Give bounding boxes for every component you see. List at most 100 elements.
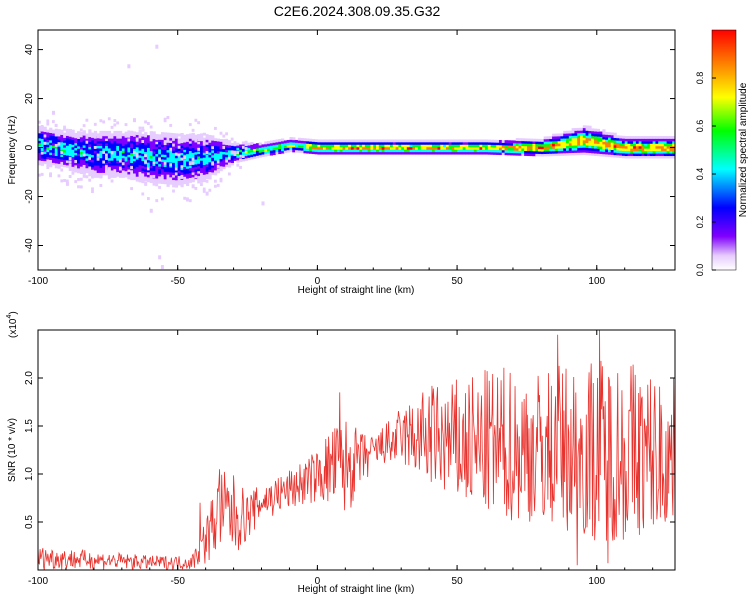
heatmap-cell bbox=[392, 149, 397, 153]
heatmap-noise-point bbox=[144, 181, 148, 186]
heatmap-cell bbox=[376, 144, 380, 148]
heatmap-cell bbox=[462, 149, 466, 153]
heatmap-cell bbox=[172, 155, 176, 158]
heatmap-cell bbox=[546, 151, 550, 154]
heatmap-cell bbox=[110, 148, 114, 151]
heatmap-cell bbox=[624, 145, 628, 149]
heatmap-cell bbox=[557, 135, 561, 139]
heatmap-cell bbox=[607, 134, 612, 138]
heatmap-cell bbox=[135, 149, 139, 153]
heatmap-cell bbox=[51, 155, 56, 158]
heatmap-cell bbox=[571, 150, 575, 153]
heatmap-cell bbox=[498, 142, 503, 146]
heatmap-cell bbox=[350, 141, 355, 145]
heatmap-cell bbox=[177, 170, 181, 174]
x-tick-label: -100 bbox=[28, 276, 48, 287]
heatmap-cell bbox=[194, 146, 198, 150]
heatmap-cell bbox=[563, 152, 567, 156]
heatmap-cell bbox=[328, 141, 332, 145]
heatmap-cell bbox=[88, 169, 92, 173]
heatmap-cell bbox=[593, 150, 598, 154]
heatmap-cell bbox=[443, 144, 447, 148]
heatmap-cell bbox=[532, 141, 536, 144]
heatmap-cell bbox=[46, 159, 50, 162]
heatmap-cell bbox=[253, 148, 257, 152]
heatmap-cell bbox=[99, 157, 103, 161]
heatmap-cell bbox=[96, 165, 100, 169]
heatmap-cell bbox=[378, 146, 383, 150]
heatmap-cell bbox=[498, 144, 503, 148]
heatmap-cell bbox=[574, 152, 578, 156]
heatmap-cell bbox=[183, 151, 187, 155]
heatmap-cell bbox=[130, 145, 134, 149]
heatmap-cell bbox=[130, 155, 134, 159]
heatmap-cell bbox=[65, 179, 69, 183]
heatmap-cell bbox=[160, 156, 165, 160]
heatmap-cell bbox=[627, 153, 631, 157]
heatmap-cell bbox=[638, 136, 642, 139]
heatmap-cell bbox=[317, 151, 321, 155]
heatmap-cell bbox=[524, 153, 528, 156]
heatmap-cell bbox=[498, 139, 503, 143]
heatmap-cell bbox=[183, 154, 187, 158]
heatmap-cell bbox=[515, 150, 519, 154]
x-tick-label: 50 bbox=[452, 576, 464, 587]
heatmap-cell bbox=[113, 145, 117, 149]
heatmap-cell bbox=[423, 146, 427, 150]
heatmap-cell bbox=[138, 162, 142, 166]
heatmap-cell bbox=[356, 144, 360, 148]
heatmap-cell bbox=[105, 143, 109, 146]
heatmap-cell bbox=[543, 141, 547, 145]
heatmap-cell bbox=[160, 141, 165, 145]
heatmap-cell bbox=[311, 146, 315, 150]
heatmap-cell bbox=[188, 172, 193, 176]
heatmap-cell bbox=[236, 155, 240, 158]
heatmap-cell bbox=[51, 135, 56, 139]
heatmap-cell bbox=[180, 145, 184, 149]
heatmap-cell bbox=[79, 168, 84, 172]
heatmap-cell bbox=[96, 140, 100, 144]
heatmap-cell bbox=[141, 160, 145, 164]
heatmap-cell bbox=[91, 135, 95, 138]
heatmap-cell bbox=[57, 161, 61, 164]
heatmap-cell bbox=[526, 138, 531, 142]
heatmap-cell bbox=[420, 139, 424, 143]
heatmap-cell bbox=[409, 149, 413, 153]
heatmap-cell bbox=[174, 184, 179, 188]
heatmap-cell bbox=[119, 143, 123, 146]
heatmap-cell bbox=[68, 160, 72, 164]
heatmap-cell bbox=[370, 151, 374, 155]
heatmap-cell bbox=[88, 144, 92, 147]
heatmap-cell bbox=[563, 140, 567, 144]
heatmap-cell bbox=[191, 147, 195, 151]
heatmap-cell bbox=[166, 132, 170, 136]
heatmap-cell bbox=[336, 149, 341, 153]
heatmap-cell bbox=[219, 161, 223, 164]
heatmap-cell bbox=[216, 145, 220, 149]
heatmap-cell bbox=[99, 133, 103, 137]
heatmap-cell bbox=[658, 153, 662, 157]
heatmap-cell bbox=[479, 141, 483, 145]
heatmap-cell bbox=[116, 152, 120, 156]
heatmap-cell bbox=[423, 149, 427, 153]
heatmap-cell bbox=[132, 141, 137, 145]
heatmap-cell bbox=[149, 158, 153, 161]
heatmap-cell bbox=[144, 171, 148, 175]
heatmap-cell bbox=[225, 156, 229, 160]
heatmap-cell bbox=[233, 148, 237, 152]
heatmap-cell bbox=[141, 148, 145, 152]
heatmap-cell bbox=[49, 149, 53, 153]
heatmap-cell bbox=[289, 141, 293, 145]
heatmap-cell bbox=[188, 123, 192, 127]
heatmap-cell bbox=[244, 140, 248, 144]
heatmap-cell bbox=[74, 150, 78, 153]
heatmap-cell bbox=[490, 142, 494, 145]
heatmap-cell bbox=[281, 143, 285, 147]
heatmap-cell bbox=[186, 161, 190, 164]
heatmap-cell bbox=[200, 170, 204, 173]
heatmap-cell bbox=[554, 136, 559, 139]
heatmap-cell bbox=[269, 147, 274, 151]
heatmap-cell bbox=[267, 153, 271, 157]
heatmap-cell bbox=[93, 143, 98, 146]
heatmap-cell bbox=[124, 136, 128, 140]
